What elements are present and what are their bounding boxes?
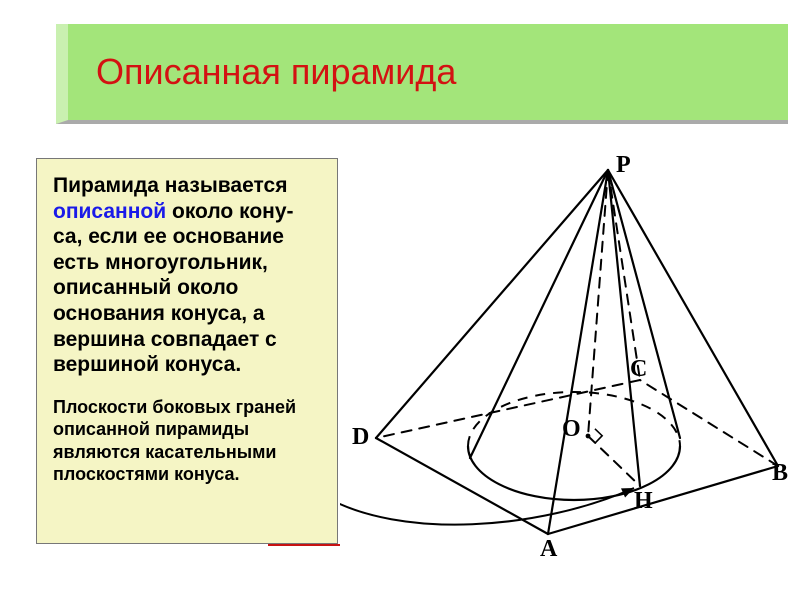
label-H: H: [634, 488, 653, 515]
label-C: C: [630, 356, 647, 383]
definition-note: Плоскости боковых граней описанной пирам…: [53, 396, 321, 486]
label-A: A: [540, 536, 557, 563]
slide-title: Описанная пирамида: [96, 51, 456, 93]
label-O: O: [562, 416, 581, 443]
pyramid-diagram: P A B C D O H: [340, 158, 788, 558]
slide-header: Описанная пирамида: [56, 24, 788, 124]
diagram-svg: [340, 158, 788, 558]
label-D: D: [352, 424, 369, 451]
definition-rest: около кону-са, если ее основание есть мн…: [53, 200, 294, 377]
definition-prefix: Пирамида называется: [53, 174, 287, 197]
label-B: B: [772, 460, 788, 487]
definition-text: Пирамида называется описанной около кону…: [53, 173, 321, 378]
label-P: P: [616, 152, 631, 179]
definition-highlight: описанной: [53, 200, 166, 223]
definition-box: Пирамида называется описанной около кону…: [36, 158, 338, 544]
